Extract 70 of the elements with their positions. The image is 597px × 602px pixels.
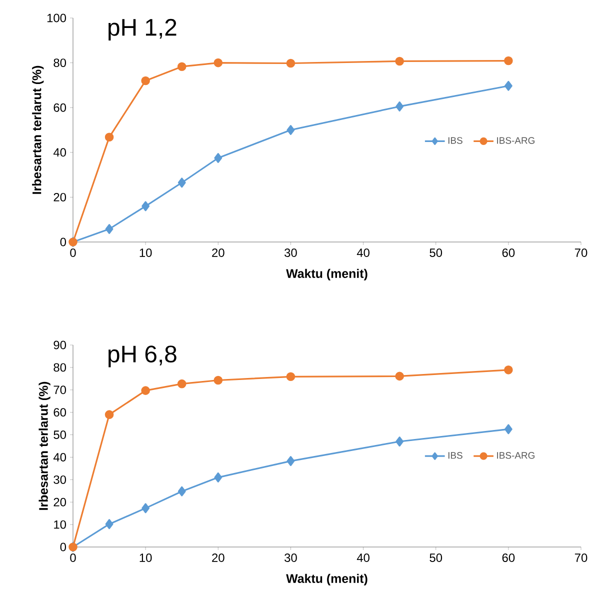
point [214,376,223,385]
y-axis-title: Irbesartan terlarut (%) [32,66,44,194]
x-tick-label: 30 [284,248,297,257]
legend-label: IBS-ARG [497,452,534,459]
y-tick-label: 10 [54,520,66,529]
point [504,80,512,91]
x-tick-label: 10 [140,554,152,562]
x-tick-label: 20 [212,554,224,562]
point [214,472,222,482]
point [104,132,114,142]
y-tick-label: 40 [53,148,66,157]
point [105,224,114,234]
x-tick-label: 50 [430,248,442,257]
chart-title: pH 6,8 [108,346,176,368]
x-tick-label: 70 [574,554,588,562]
y-tick-label: 0 [60,238,66,246]
y-tick-label: 70 [54,386,66,394]
point [504,56,513,66]
point [177,62,186,72]
point [214,58,223,68]
legend-label: IBS-ARG [497,137,534,144]
legend-label: IBS [448,137,462,144]
x-tick-label: 10 [140,248,152,257]
point [396,101,404,112]
x-tick-label: 0 [70,248,76,257]
point [142,201,150,212]
point [286,372,296,382]
x-tick-label: 20 [212,248,224,257]
x-axis-title: Waktu (menit) [286,574,368,586]
point [141,76,150,86]
point [504,424,512,434]
y-axis-title: Irbesartan terlarut (%) [38,382,50,510]
chart-title: pH 1,2 [108,18,176,41]
y-tick-label: 20 [54,498,66,506]
x-tick-label: 40 [356,554,370,562]
x-tick-label: 0 [70,554,76,562]
x-tick-label: 60 [502,248,515,257]
point [104,410,114,419]
x-tick-label: 40 [356,248,370,257]
point [177,379,186,388]
legend-label: IBS [448,452,462,459]
point [105,519,114,530]
y-tick-label: 90 [54,340,66,350]
point [286,58,296,68]
point [141,386,150,395]
point [396,436,404,447]
x-axis-title: Waktu (menit) [286,268,368,280]
x-tick-label: 50 [430,554,442,562]
x-tick-label: 30 [284,554,297,562]
y-tick-label: 40 [53,452,66,462]
y-tick-label: 60 [54,408,66,417]
point [395,372,404,381]
y-tick-label: 80 [54,363,66,372]
point [142,503,150,514]
y-tick-label: 30 [54,475,66,484]
point [395,56,404,66]
point [178,486,186,496]
point [504,366,513,374]
y-tick-label: 0 [60,542,66,552]
point [286,456,295,466]
point [214,152,222,163]
x-tick-label: 70 [574,248,588,257]
y-tick-label: 50 [54,430,66,440]
y-tick-label: 60 [54,103,66,112]
x-tick-label: 60 [502,554,515,562]
y-tick-label: 100 [47,14,66,22]
point [286,124,295,135]
point [178,178,186,188]
y-tick-label: 20 [54,192,66,202]
y-tick-label: 80 [54,58,66,68]
